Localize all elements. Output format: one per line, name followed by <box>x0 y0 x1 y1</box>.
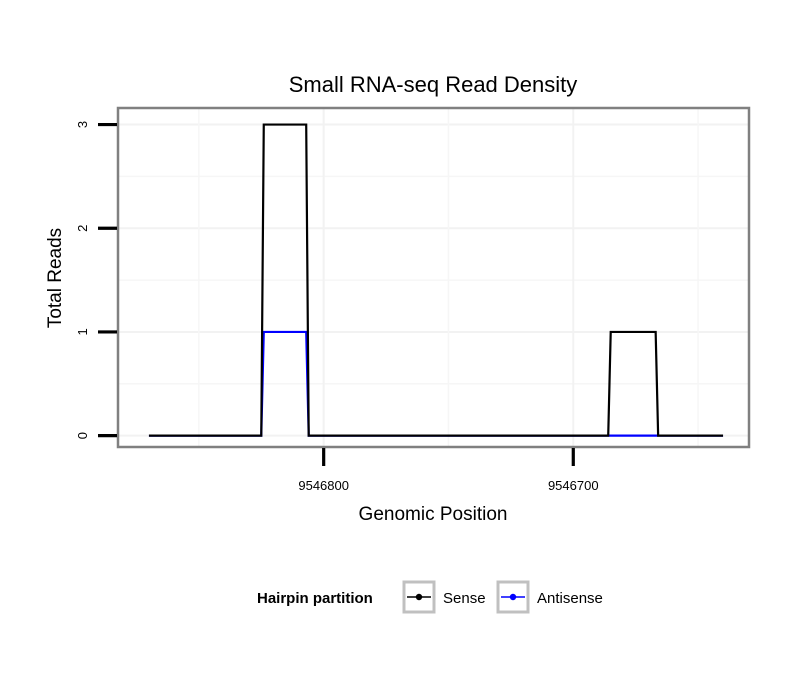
y-tick-label: 3 <box>75 121 90 128</box>
x-axis-label: Genomic Position <box>359 504 508 525</box>
legend-item-sense[interactable]: Sense <box>402 580 486 614</box>
y-tick-label: 2 <box>75 225 90 232</box>
legend-label-sense: Sense <box>443 590 486 607</box>
grid <box>119 109 748 446</box>
series-line-sense <box>148 123 724 437</box>
y-tick-label: 1 <box>75 328 90 335</box>
legend-item-antisense[interactable]: Antisense <box>496 580 603 614</box>
legend-title: Hairpin partition <box>257 590 373 607</box>
y-tick-label: 0 <box>75 432 90 439</box>
legend-label-antisense: Antisense <box>537 590 603 607</box>
legend-key-dot-antisense <box>509 593 517 601</box>
legend-key-dot-sense <box>415 593 423 601</box>
y-axis: 0 1 2 3 <box>75 121 117 439</box>
legend: Hairpin partition Sense Antisense <box>257 580 603 614</box>
x-axis: 9546800 9546700 <box>298 448 599 493</box>
plot-panel <box>116 106 751 449</box>
x-tick-label: 9546700 <box>548 478 599 493</box>
x-tick-label: 9546800 <box>298 478 349 493</box>
y-axis-label: Total Reads <box>45 228 66 328</box>
chart-title: Small RNA-seq Read Density <box>289 72 578 97</box>
series-layer <box>148 123 724 437</box>
